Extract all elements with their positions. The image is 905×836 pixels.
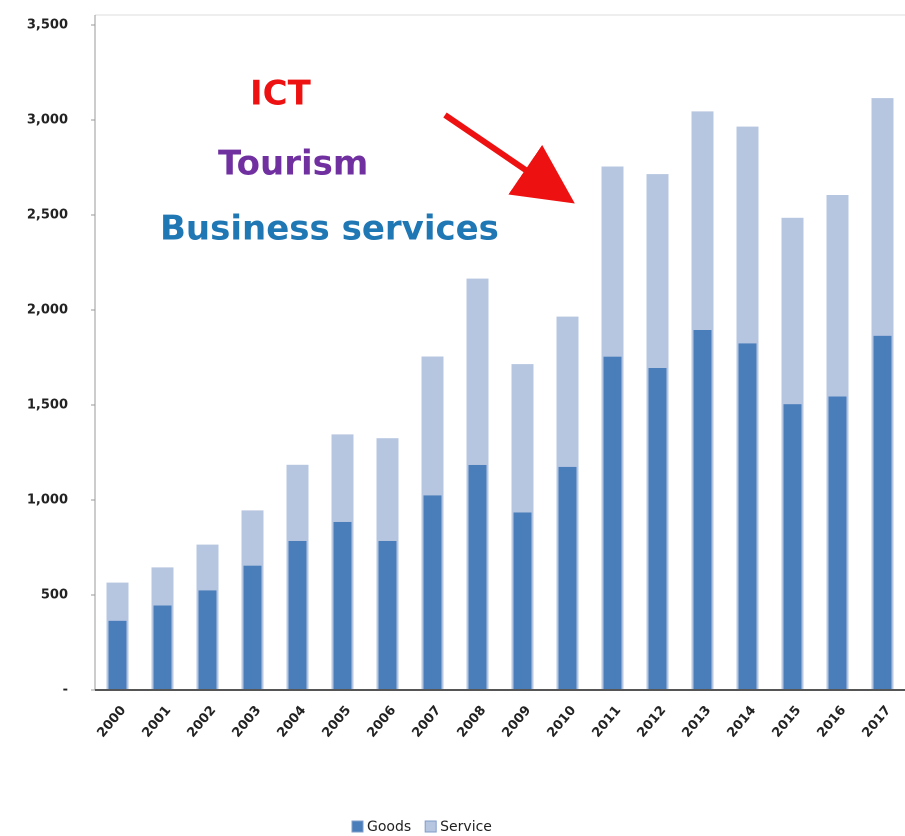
y-tick-label: 3,000 xyxy=(27,113,68,128)
bar-segment xyxy=(871,333,894,691)
x-tick-label: 2009 xyxy=(499,703,534,740)
bar-segment xyxy=(646,366,669,691)
bar-segment xyxy=(466,278,489,465)
x-tick-label: 2011 xyxy=(589,703,624,740)
bar-segment xyxy=(511,364,534,513)
x-tick-label: 2008 xyxy=(454,703,489,740)
x-tick-label: 2006 xyxy=(364,703,399,740)
x-tick-label: 2014 xyxy=(724,703,759,740)
bar-segment xyxy=(736,126,759,344)
arrow xyxy=(443,112,575,204)
bar-segment xyxy=(151,567,174,606)
bar-segment xyxy=(826,394,849,691)
x-tick-label: 2003 xyxy=(229,703,264,740)
bar-segment xyxy=(376,438,399,541)
x-tick-label: 2016 xyxy=(814,703,849,740)
legend-label: Service xyxy=(440,819,492,835)
y-tick-label: 1,500 xyxy=(27,398,68,413)
x-tick-label: 2000 xyxy=(94,703,129,740)
y-tick-label: 2,000 xyxy=(27,303,68,318)
bar-segment xyxy=(196,544,219,591)
bar-segment xyxy=(421,493,444,691)
bar-segment xyxy=(601,166,624,357)
bar-segment xyxy=(106,618,129,692)
bar-segment xyxy=(286,538,309,692)
bar-segment xyxy=(556,464,579,691)
bar-segment xyxy=(781,217,804,405)
bar-segment xyxy=(241,510,264,566)
bar-segment xyxy=(421,356,444,496)
bar-segment xyxy=(331,519,354,692)
bar-segment xyxy=(466,462,489,691)
x-tick-label: 2012 xyxy=(634,703,669,740)
bar-segment xyxy=(691,111,714,331)
x-tick-label: 2007 xyxy=(409,703,444,740)
bar-segment xyxy=(511,510,534,691)
bar-segment xyxy=(151,603,174,691)
bar-segment xyxy=(691,328,714,691)
legend-swatch xyxy=(351,820,364,833)
legend-label: Goods xyxy=(367,819,411,835)
bar-segment xyxy=(826,195,849,397)
y-tick-label: 500 xyxy=(41,588,68,603)
bar-segment xyxy=(106,582,129,621)
bar-segment xyxy=(646,174,669,368)
y-tick-label: 1,000 xyxy=(27,493,68,508)
annotation: ICT xyxy=(250,74,312,114)
annotation: Business services xyxy=(160,209,499,249)
y-tick-label: - xyxy=(63,683,68,698)
x-tick-label: 2015 xyxy=(769,703,804,740)
x-tick-label: 2013 xyxy=(679,703,714,740)
x-tick-label: 2004 xyxy=(274,703,309,740)
bar-segment xyxy=(736,341,759,691)
bar-segment xyxy=(331,434,354,522)
y-tick-label: 3,500 xyxy=(27,18,68,33)
y-tick-label: 2,500 xyxy=(27,208,68,223)
bar-segment xyxy=(556,316,579,467)
bar-segment xyxy=(241,563,264,691)
x-tick-label: 2002 xyxy=(184,703,219,740)
x-tick-label: 2017 xyxy=(859,703,894,740)
bar-segment xyxy=(781,402,804,691)
annotation: Tourism xyxy=(218,144,368,184)
bar-segment xyxy=(871,98,894,336)
x-tick-label: 2001 xyxy=(139,703,174,740)
x-tick-label: 2010 xyxy=(544,703,579,740)
legend-swatch xyxy=(424,820,437,833)
bar-segment xyxy=(196,588,219,691)
bar-segment xyxy=(286,464,309,541)
x-tick-label: 2005 xyxy=(319,703,354,740)
bar-segment xyxy=(376,538,399,692)
bar-segment xyxy=(601,354,624,691)
